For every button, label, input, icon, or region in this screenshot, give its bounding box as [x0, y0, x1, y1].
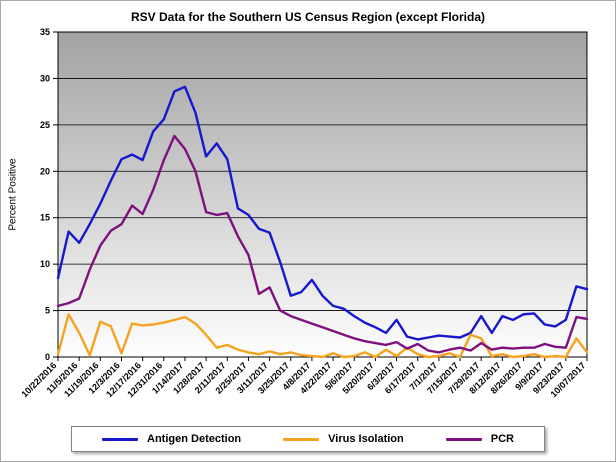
y-tick-label: 25 — [40, 120, 50, 130]
series-line-antigen-detection — [56, 85, 589, 341]
y-tick-label: 15 — [40, 213, 50, 223]
y-tick-label: 10 — [40, 259, 50, 269]
chart-legend: Antigen Detection Virus Isolation PCR — [71, 426, 545, 452]
legend-item-virus-isolation: Virus Isolation — [283, 433, 404, 445]
legend-item-pcr: PCR — [445, 433, 514, 445]
legend-label-antigen-detection: Antigen Detection — [147, 433, 242, 445]
plot-background — [58, 32, 587, 357]
y-tick-label: 5 — [45, 306, 50, 316]
pcr-line-swatch — [445, 437, 482, 441]
chart-title: RSV Data for the Southern US Census Regi… — [130, 10, 486, 24]
series-line-virus-isolation — [56, 313, 589, 359]
y-tick-label: 0 — [45, 352, 50, 362]
legend-label-virus-isolation: Virus Isolation — [328, 433, 404, 445]
legend-item-antigen-detection: Antigen Detection — [102, 433, 241, 445]
y-tick-label: 20 — [40, 166, 50, 176]
legend-label-pcr: PCR — [490, 433, 514, 445]
chart-plot-area: 0510152025303510/22/201611/5/201611/19/2… — [19, 27, 589, 399]
antigen-detection-line-swatch — [102, 437, 139, 441]
y-tick-label: 35 — [40, 27, 50, 37]
virus-isolation-line-swatch — [283, 437, 320, 441]
y-tick-label: 30 — [40, 73, 50, 83]
series-line-pcr — [56, 134, 589, 354]
